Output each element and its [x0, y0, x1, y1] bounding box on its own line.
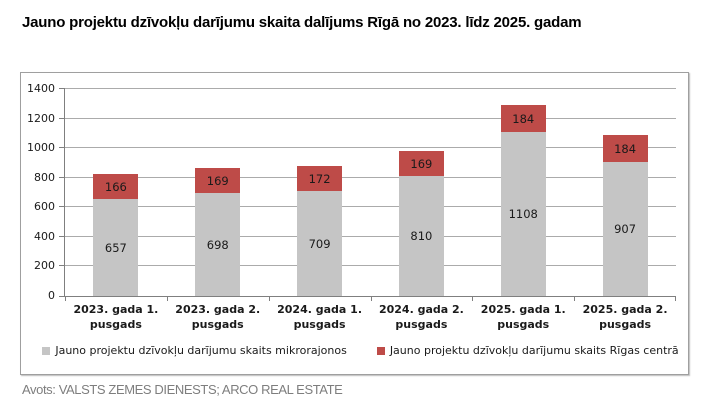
legend-swatch — [376, 346, 385, 355]
bar-value-label: 172 — [308, 171, 331, 186]
bar: 169 810 — [398, 151, 444, 296]
bar-segment-mikrorajoni: 907 — [602, 162, 648, 296]
y-tick-mark — [59, 176, 65, 178]
bar-segment-mikrorajoni: 709 — [297, 191, 343, 296]
y-tick-mark — [59, 147, 65, 149]
legend-swatch — [42, 346, 51, 355]
y-tick-label: 1000 — [27, 141, 55, 155]
bar-value-label: 657 — [104, 240, 127, 255]
chart-container: 166 657 169 698 172 709 169 810 184 1108 184 907 0 2… — [20, 72, 689, 375]
bar-value-label: 907 — [614, 222, 637, 236]
bar-value-label: 184 — [512, 111, 535, 126]
bar: 184 1108 — [500, 105, 546, 296]
gridline — [65, 265, 676, 267]
plot-area: 166 657 169 698 172 709 169 810 184 1108 184 907 — [59, 88, 676, 301]
bar-value-label: 698 — [206, 237, 229, 252]
x-category-label: 2023. gada 1. pusgads — [73, 303, 159, 331]
gridline — [65, 206, 676, 208]
bar-value-label: 810 — [410, 229, 433, 243]
y-tick-mark — [59, 88, 65, 89]
bar-value-label: 709 — [308, 236, 331, 251]
x-category-label: 2023. gada 2. pusgads — [175, 303, 261, 331]
bar-segment-mikrorajoni: 698 — [195, 193, 241, 296]
gridline — [65, 176, 676, 178]
bar: 166 657 — [93, 174, 139, 296]
bar-segment-mikrorajoni: 810 — [398, 176, 444, 296]
bar-segment-rigas-centra: 169 — [398, 151, 444, 176]
y-tick-mark — [59, 117, 65, 119]
y-tick-label: 200 — [34, 259, 55, 273]
gridline — [65, 88, 676, 89]
x-tick-mark — [269, 296, 270, 301]
bar-segment-mikrorajoni: 1108 — [500, 132, 546, 296]
legend: Jauno projektu dzīvokļu darījumu skaits … — [42, 344, 679, 357]
x-tick-mark — [167, 296, 168, 301]
y-tick-label: 800 — [34, 170, 55, 184]
y-tick-label: 0 — [48, 289, 55, 302]
x-tick-mark — [574, 296, 575, 301]
bar-value-label: 169 — [206, 173, 229, 188]
x-category-label: 2025. gada 2. pusgads — [582, 303, 668, 331]
x-category-label: 2025. gada 1. pusgads — [480, 303, 566, 331]
legend-item: Jauno projektu dzīvokļu darījumu skaits … — [42, 344, 347, 357]
gridline — [65, 235, 676, 237]
x-category-label: 2024. gada 1. pusgads — [277, 303, 363, 331]
bar-value-label: 169 — [410, 156, 433, 171]
bar: 169 698 — [195, 168, 241, 296]
y-tick-label: 1400 — [27, 82, 55, 95]
bar-segment-rigas-centra: 172 — [297, 166, 343, 191]
x-tick-mark — [65, 296, 66, 301]
legend-label: Jauno projektu dzīvokļu darījumu skaits … — [55, 344, 347, 357]
bar-segment-rigas-centra: 169 — [195, 168, 241, 193]
x-tick-mark — [472, 296, 473, 301]
source-note: Avots: VALSTS ZEMES DIENESTS; ARCO REAL … — [22, 382, 343, 397]
x-category-label: 2024. gada 2. pusgads — [378, 303, 464, 331]
gridline — [65, 147, 676, 149]
y-tick-mark — [59, 206, 65, 208]
x-tick-mark — [675, 296, 676, 301]
chart-title: Jauno projektu dzīvokļu darījumu skaita … — [22, 14, 582, 31]
y-tick-mark — [59, 235, 65, 237]
bar-segment-rigas-centra: 184 — [500, 105, 546, 132]
bar-value-label: 166 — [104, 179, 127, 194]
bar-segment-rigas-centra: 166 — [93, 174, 139, 199]
y-tick-label: 1200 — [27, 111, 55, 125]
x-tick-mark — [371, 296, 372, 301]
bar-segment-mikrorajoni: 657 — [93, 199, 139, 296]
y-tick-mark — [59, 296, 65, 297]
y-tick-label: 400 — [34, 229, 55, 243]
x-axis-line — [64, 296, 676, 297]
legend-label: Jauno projektu dzīvokļu darījumu skaits … — [389, 344, 679, 357]
y-tick-label: 600 — [34, 200, 55, 214]
bar-value-label: 184 — [614, 141, 637, 156]
bar: 184 907 — [602, 135, 648, 296]
bar: 172 709 — [297, 166, 343, 296]
y-axis-line — [64, 89, 65, 296]
y-tick-mark — [59, 265, 65, 267]
gridline — [65, 117, 676, 119]
legend-item: Jauno projektu dzīvokļu darījumu skaits … — [376, 344, 679, 357]
bar-value-label: 1108 — [508, 207, 538, 221]
bar-segment-rigas-centra: 184 — [602, 135, 648, 162]
